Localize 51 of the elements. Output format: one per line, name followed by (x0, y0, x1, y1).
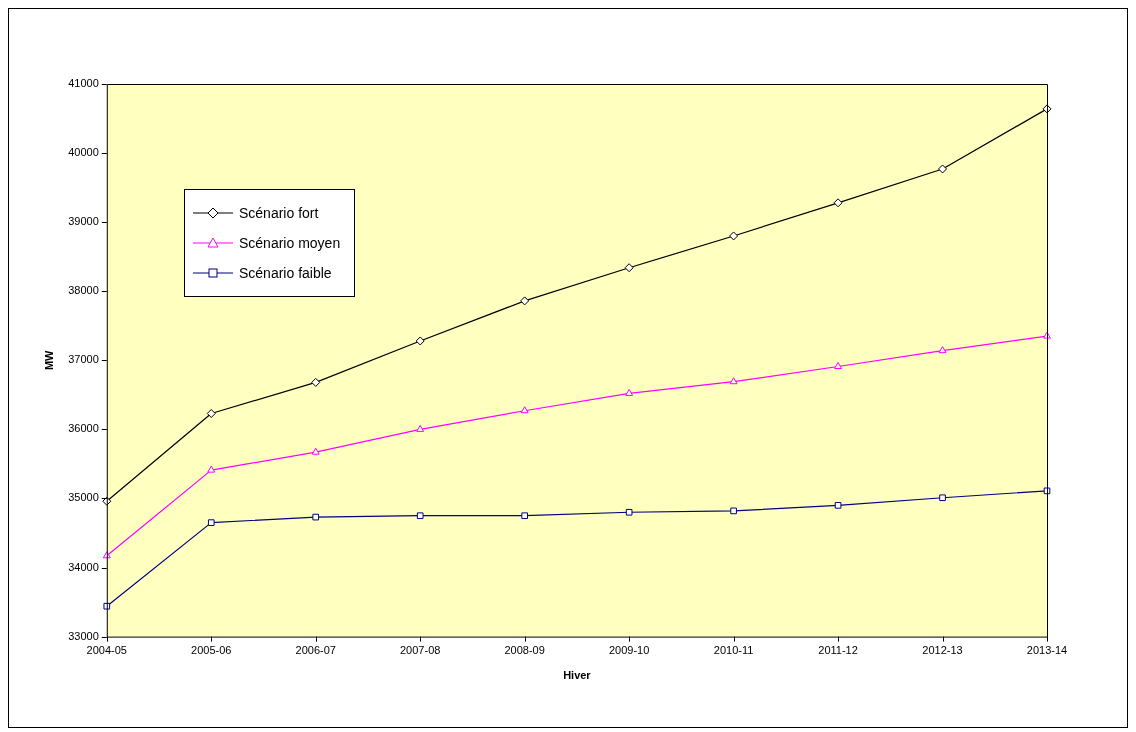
y-tick-label: 41000 (68, 77, 99, 90)
legend-label: Scénario faible (239, 265, 332, 281)
point (521, 512, 528, 520)
point (729, 377, 738, 385)
legend-label: Scénario moyen (239, 235, 341, 251)
point (520, 296, 530, 306)
point (103, 602, 111, 610)
y-tick-label: 33000 (68, 629, 99, 642)
point (834, 502, 842, 509)
point (834, 362, 843, 370)
point (938, 346, 947, 354)
point (416, 512, 424, 520)
y-axis-title: MW (42, 349, 55, 371)
point (311, 447, 320, 455)
x-tick-label: 2013-14 (1026, 644, 1068, 657)
y-tick-label: 35000 (68, 491, 99, 504)
point (1042, 104, 1052, 114)
point (625, 388, 634, 396)
point (312, 513, 320, 521)
x-tick-label: 2011-12 (818, 644, 858, 657)
point (207, 465, 216, 473)
point (624, 263, 634, 273)
x-tick-label: 2009-10 (608, 644, 650, 657)
point (415, 336, 425, 346)
y-tick-label: 38000 (68, 284, 99, 297)
point (938, 164, 948, 174)
y-tick-label: 40000 (68, 146, 99, 159)
point (833, 198, 843, 208)
y-tick-label: 37000 (68, 353, 99, 366)
point (939, 494, 946, 502)
x-tick-label: 2008-09 (504, 644, 545, 657)
x-tick-label: 2007-08 (400, 644, 441, 657)
point (625, 508, 633, 516)
point (729, 231, 739, 241)
y-tick-label: 39000 (68, 215, 99, 228)
legend-label: Scénario fort (239, 205, 319, 221)
point (206, 408, 216, 418)
x-tick-label: 2005-06 (191, 644, 232, 657)
point (207, 519, 215, 526)
point (416, 424, 425, 432)
x-tick-label: 2006-07 (295, 644, 336, 657)
y-tick-label: 36000 (68, 422, 99, 435)
point (730, 507, 737, 515)
point (311, 377, 321, 387)
x-tick-label: 2012-13 (922, 644, 963, 657)
point (1043, 331, 1051, 339)
point (520, 406, 529, 414)
x-tick-label: 2004-05 (86, 644, 127, 657)
y-tick-label: 34000 (68, 560, 99, 573)
x-axis-title: Hiver (563, 669, 592, 682)
x-tick-label: 2010-11 (713, 644, 754, 657)
